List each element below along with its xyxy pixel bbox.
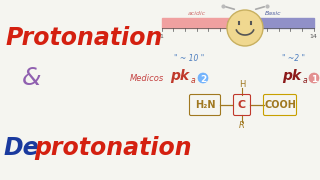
Text: " ~ 10 ": " ~ 10 " — [174, 53, 204, 62]
Text: H₂N: H₂N — [195, 100, 215, 110]
Text: 7: 7 — [230, 35, 234, 40]
Text: 1: 1 — [311, 75, 317, 84]
Text: pH: pH — [226, 19, 238, 28]
Text: acidic: acidic — [188, 11, 206, 16]
Circle shape — [227, 10, 263, 46]
Text: 14: 14 — [310, 34, 317, 39]
Text: C: C — [238, 100, 246, 110]
Text: pk: pk — [282, 69, 301, 83]
Text: 1: 1 — [160, 34, 164, 39]
Text: Protonation: Protonation — [5, 26, 162, 50]
Text: R: R — [239, 122, 245, 130]
Bar — [162, 18, 232, 28]
Text: COOH: COOH — [264, 100, 296, 110]
Circle shape — [198, 73, 208, 83]
Text: a: a — [191, 75, 196, 84]
Text: Basic: Basic — [264, 11, 281, 16]
Text: H: H — [239, 80, 245, 89]
Circle shape — [309, 73, 319, 83]
Text: a: a — [303, 75, 308, 84]
Text: " ~2 ": " ~2 " — [282, 53, 305, 62]
Text: 2: 2 — [200, 75, 206, 84]
Text: protonation: protonation — [34, 136, 192, 160]
Text: Medicos: Medicos — [130, 73, 164, 82]
Text: pk: pk — [170, 69, 189, 83]
Bar — [232, 18, 314, 28]
Text: &: & — [22, 66, 42, 90]
Text: De: De — [3, 136, 39, 160]
